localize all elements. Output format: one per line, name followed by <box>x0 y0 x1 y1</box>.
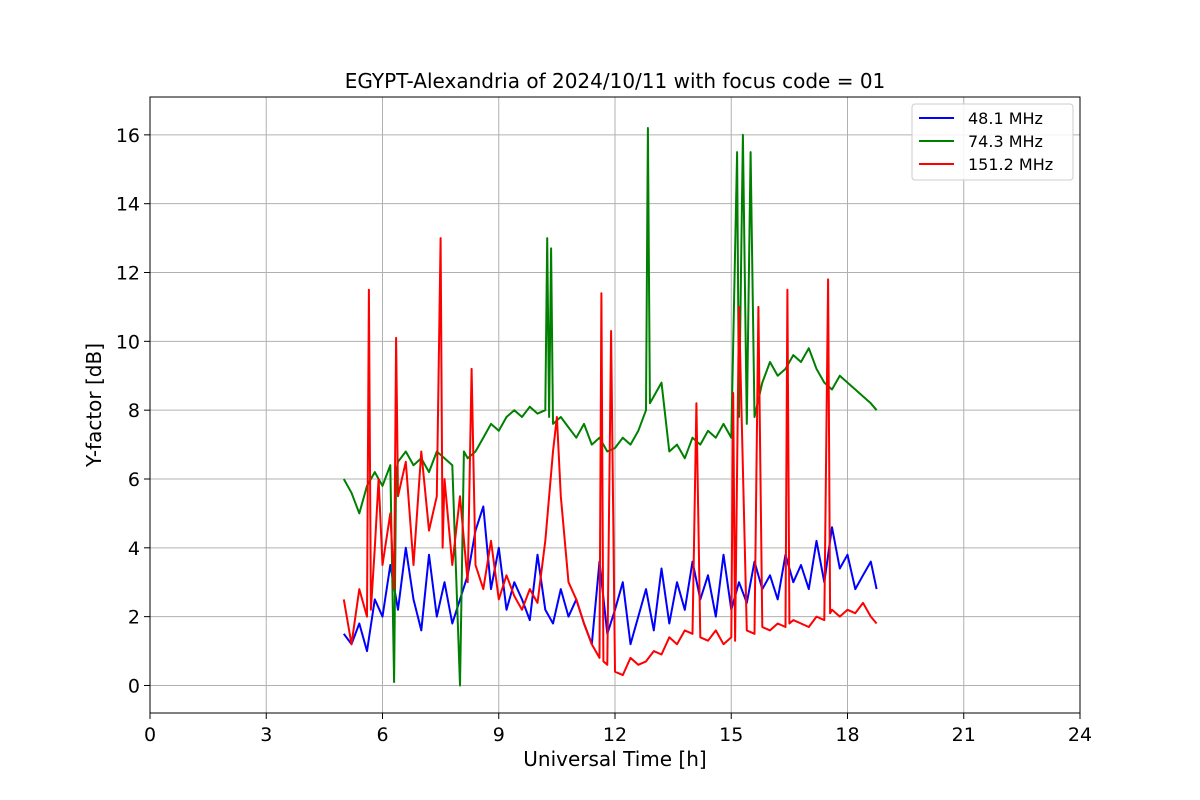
series-line-2 <box>342 237 878 677</box>
x-tick-label: 18 <box>835 724 859 746</box>
y-axis: 0 2 4 6 8 10 12 14 16 <box>116 125 150 697</box>
legend-entry: 74.3 MHz <box>968 132 1043 151</box>
legend-box <box>911 103 1074 181</box>
series-line-1 <box>342 127 878 687</box>
y-tick-label: 6 <box>128 469 140 491</box>
x-tick-label: 21 <box>952 724 976 746</box>
x-tick-label: 12 <box>603 724 627 746</box>
y-tick-label: 0 <box>128 675 140 697</box>
y-tick-label: 10 <box>116 331 140 353</box>
y-tick-label: 4 <box>128 538 140 560</box>
y-axis-label: Y-factor [dB] <box>82 343 106 468</box>
y-tick-label: 14 <box>116 194 140 216</box>
x-tick-label: 3 <box>260 724 272 746</box>
y-tick-label: 8 <box>128 400 140 422</box>
x-tick-label: 6 <box>376 724 388 746</box>
x-axis: 0 3 6 9 12 15 18 21 24 <box>144 713 1092 746</box>
chart-title: EGYPT-Alexandria of 2024/10/11 with focu… <box>345 69 886 93</box>
x-tick-label: 9 <box>493 724 505 746</box>
y-tick-label: 12 <box>116 263 140 285</box>
series-line-0 <box>342 505 878 653</box>
grid <box>149 97 1081 713</box>
x-tick-label: 0 <box>144 724 156 746</box>
x-tick-label: 15 <box>719 724 743 746</box>
legend: 48.1 MHz 74.3 MHz 151.2 MHz <box>911 103 1074 181</box>
y-tick-label: 2 <box>128 607 140 629</box>
legend-entry: 48.1 MHz <box>968 109 1043 128</box>
y-tick-label: 16 <box>116 125 140 147</box>
x-tick-label: 24 <box>1068 724 1092 746</box>
x-axis-label: Universal Time [h] <box>523 747 706 771</box>
legend-entry: 151.2 MHz <box>968 155 1053 174</box>
series-layer <box>342 127 878 687</box>
